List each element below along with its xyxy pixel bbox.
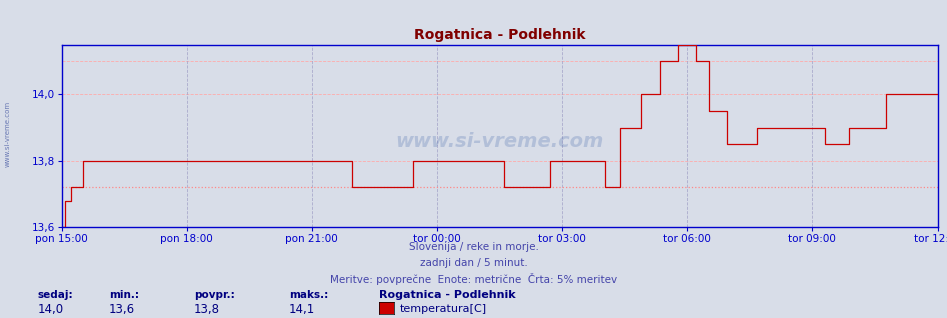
Title: Rogatnica - Podlehnik: Rogatnica - Podlehnik [414, 28, 585, 42]
Text: Slovenija / reke in morje.: Slovenija / reke in morje. [408, 242, 539, 252]
Text: 13,8: 13,8 [194, 303, 220, 316]
Text: www.si-vreme.com: www.si-vreme.com [395, 132, 604, 151]
Text: Meritve: povprečne  Enote: metrične  Črta: 5% meritev: Meritve: povprečne Enote: metrične Črta:… [330, 273, 617, 285]
Text: www.si-vreme.com: www.si-vreme.com [5, 100, 10, 167]
Text: povpr.:: povpr.: [194, 290, 235, 300]
Text: 13,6: 13,6 [109, 303, 135, 316]
Text: temperatura[C]: temperatura[C] [400, 304, 487, 314]
Text: sedaj:: sedaj: [38, 290, 74, 300]
Text: 14,1: 14,1 [289, 303, 315, 316]
Text: 14,0: 14,0 [38, 303, 64, 316]
Text: zadnji dan / 5 minut.: zadnji dan / 5 minut. [420, 258, 527, 268]
Text: Rogatnica - Podlehnik: Rogatnica - Podlehnik [379, 290, 515, 300]
Text: maks.:: maks.: [289, 290, 328, 300]
Text: min.:: min.: [109, 290, 139, 300]
